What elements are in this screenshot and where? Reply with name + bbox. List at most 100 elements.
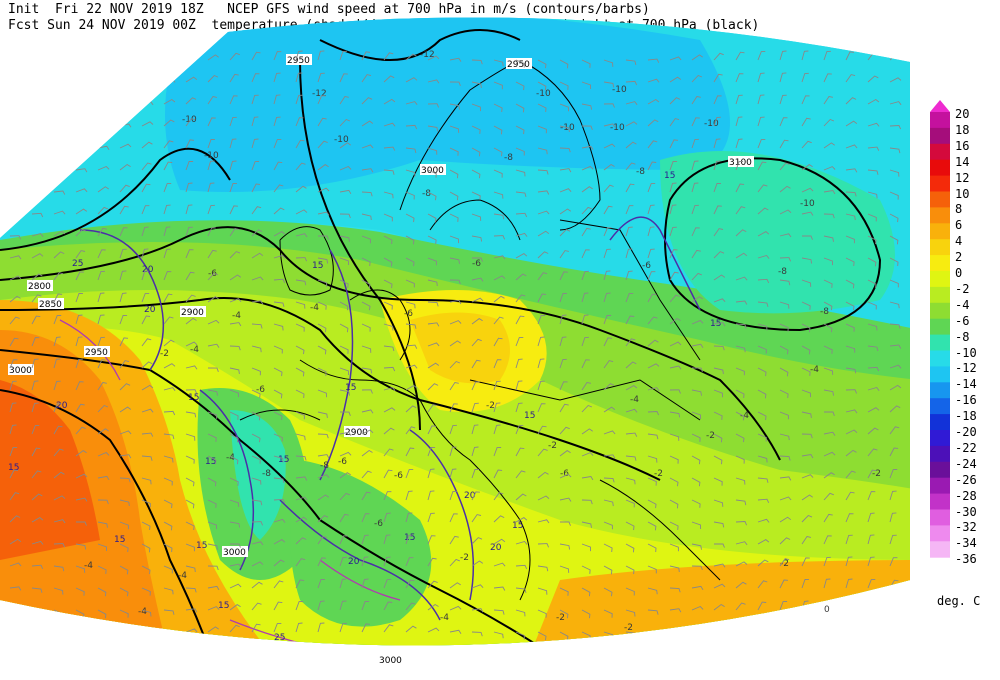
wind-barb	[647, 587, 658, 595]
wind-barb	[207, 499, 217, 508]
wind-barb	[559, 497, 572, 502]
wind-barb	[405, 557, 414, 567]
wind-barb	[339, 411, 351, 416]
wind-barb	[823, 301, 833, 311]
wind-barb	[163, 630, 176, 635]
colorbar-swatch	[930, 239, 950, 256]
wind-barb	[31, 380, 39, 391]
wind-barb	[75, 188, 88, 193]
wind-barb	[713, 624, 724, 633]
wind-barb	[427, 362, 440, 369]
wind-barb	[537, 315, 546, 325]
wind-barb	[31, 402, 39, 413]
wind-barb	[714, 668, 722, 676]
wind-barb	[339, 279, 349, 288]
wind-barb	[339, 213, 351, 219]
wind-barb	[251, 581, 263, 589]
wind-barb	[339, 257, 350, 266]
wind-barb	[75, 565, 86, 573]
wind-barb	[537, 147, 548, 155]
wind-barb	[141, 162, 152, 171]
wind-barb	[75, 426, 86, 435]
wind-barb	[867, 579, 876, 589]
wind-barb	[581, 59, 591, 68]
wind-label: 20	[348, 557, 360, 567]
wind-barb	[779, 72, 787, 83]
wind-barb	[339, 235, 350, 242]
wind-barb	[625, 101, 638, 106]
colorbar-swatch	[930, 112, 950, 129]
wind-barb	[537, 587, 548, 595]
wind-barb	[559, 358, 567, 369]
wind-barb	[75, 381, 84, 391]
colorbar-swatch	[930, 366, 950, 383]
wind-barb	[317, 454, 330, 459]
wind-barb	[581, 476, 594, 481]
wind-barb	[361, 279, 371, 289]
wind-barb	[9, 424, 17, 435]
colorbar-label: 6	[955, 218, 963, 233]
wind-barb	[361, 120, 374, 127]
colorbar-label: 16	[955, 138, 970, 153]
wind-barb	[889, 625, 901, 633]
wind-barb	[361, 74, 372, 83]
wind-barb	[185, 204, 193, 215]
colorbar-swatch	[930, 541, 950, 558]
wind-barb	[537, 230, 550, 237]
wind-barb	[339, 472, 351, 479]
wind-barb	[471, 103, 481, 112]
wind-barb	[449, 257, 460, 264]
wind-barb	[119, 631, 130, 639]
wind-barb	[559, 543, 571, 550]
wind-barb	[449, 424, 457, 435]
wind-barb	[779, 209, 792, 215]
wind-barb	[339, 535, 348, 545]
wind-barb	[405, 101, 418, 105]
wind-barb	[669, 608, 682, 613]
wind-barb	[339, 323, 349, 333]
wind-barb	[97, 565, 107, 574]
colorbar-swatch	[930, 398, 950, 415]
wind-barb	[867, 366, 880, 372]
wind-barb	[141, 631, 153, 638]
wind-barb	[163, 98, 176, 105]
wind-barb	[493, 538, 506, 545]
wind-barb	[845, 323, 855, 332]
wind-barb	[141, 384, 154, 391]
wind-barb	[493, 492, 504, 501]
wind-barb	[603, 383, 615, 391]
wind-barb	[229, 563, 242, 568]
wind-barb	[53, 169, 65, 175]
colorbar-swatch	[930, 302, 950, 320]
wind-barb	[537, 609, 547, 618]
wind-barb	[317, 644, 325, 646]
wind-barb	[449, 169, 459, 179]
wind-barb	[779, 94, 787, 105]
temp-label: -6	[404, 309, 413, 319]
wind-barb	[471, 424, 479, 435]
wind-barb	[471, 81, 482, 88]
wind-barb	[647, 119, 659, 127]
wind-barb	[449, 403, 458, 413]
wind-barb	[317, 411, 328, 418]
wind-barb	[339, 73, 348, 83]
wind-barb	[427, 235, 437, 245]
wind-barb	[713, 160, 721, 171]
wind-barb	[559, 125, 570, 132]
wind-barb	[185, 317, 197, 325]
wind-barb	[757, 367, 767, 377]
wind-barb	[867, 556, 875, 567]
wind-barb	[339, 367, 350, 376]
colorbar-label: -10	[955, 345, 977, 360]
wind-barb	[823, 513, 833, 523]
wind-barb	[735, 433, 745, 443]
wind-label: 20	[56, 401, 68, 411]
wind-barb	[185, 341, 198, 347]
wind-barb	[845, 534, 853, 545]
wind-barb	[823, 472, 835, 479]
wind-barb	[97, 59, 107, 68]
wind-barb	[53, 190, 66, 195]
wind-barb	[581, 587, 591, 597]
wind-barb	[625, 315, 635, 325]
wind-barb	[581, 270, 589, 281]
